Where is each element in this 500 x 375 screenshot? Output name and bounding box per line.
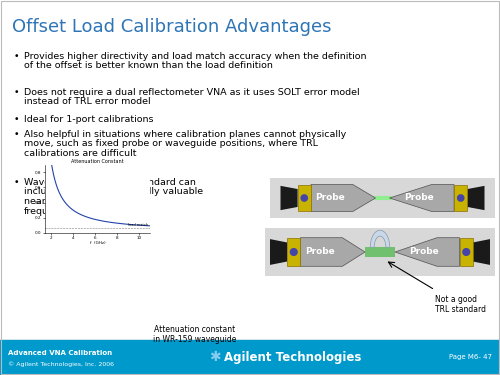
Text: Probe: Probe <box>404 194 434 202</box>
Text: •: • <box>14 130 20 139</box>
Text: •: • <box>14 52 20 61</box>
Text: Offset Load Calibration Advantages: Offset Load Calibration Advantages <box>12 18 332 36</box>
Text: Waveguide offset-load standard can: Waveguide offset-load standard can <box>24 178 196 187</box>
Text: Probe: Probe <box>316 194 345 202</box>
Text: Also helpful in situations where calibration planes cannot physically: Also helpful in situations where calibra… <box>24 130 346 139</box>
Text: of the offset is better known than the load definition: of the offset is better known than the l… <box>24 62 273 70</box>
Circle shape <box>462 248 470 256</box>
Polygon shape <box>468 186 484 210</box>
Text: •: • <box>14 88 20 97</box>
Text: calibrations are difficult: calibrations are difficult <box>24 149 136 158</box>
Text: move, such as fixed probe or waveguide positions, where TRL: move, such as fixed probe or waveguide p… <box>24 140 318 148</box>
Text: frequency): frequency) <box>24 207 76 216</box>
Text: Probe: Probe <box>409 248 439 256</box>
Text: near cutoff: near cutoff <box>24 197 76 206</box>
Text: Does not require a dual reflectometer VNA as it uses SOLT error model: Does not require a dual reflectometer VN… <box>24 88 359 97</box>
Circle shape <box>290 248 298 256</box>
Bar <box>365 247 395 257</box>
Polygon shape <box>280 186 297 210</box>
Text: Not a good
TRL standard: Not a good TRL standard <box>435 295 486 314</box>
Polygon shape <box>473 239 490 265</box>
Circle shape <box>300 194 308 202</box>
Text: Attenuation constant
in WR-159 waveguide: Attenuation constant in WR-159 waveguide <box>154 325 236 344</box>
Text: Ideal for 1-port calibrations: Ideal for 1-port calibrations <box>24 115 154 124</box>
Text: Probe: Probe <box>305 248 334 256</box>
Text: Provides higher directivity and load match accuracy when the definition: Provides higher directivity and load mat… <box>24 52 366 61</box>
FancyBboxPatch shape <box>287 238 300 266</box>
Polygon shape <box>395 238 460 266</box>
Text: instead of TRL error model: instead of TRL error model <box>24 98 150 106</box>
Text: Advanced VNA Calibration: Advanced VNA Calibration <box>8 350 112 356</box>
Text: include loss term (especially valuable: include loss term (especially valuable <box>24 188 203 196</box>
Text: •: • <box>14 178 20 187</box>
Polygon shape <box>370 230 390 247</box>
Bar <box>265 228 495 276</box>
X-axis label: f  (GHz): f (GHz) <box>90 242 106 245</box>
Text: load match: load match <box>128 222 148 226</box>
FancyBboxPatch shape <box>454 184 468 211</box>
Polygon shape <box>270 239 287 265</box>
Text: ✱: ✱ <box>209 350 221 364</box>
Text: •: • <box>14 115 20 124</box>
Text: Page M6- 47: Page M6- 47 <box>449 354 492 360</box>
FancyBboxPatch shape <box>298 184 311 211</box>
FancyBboxPatch shape <box>460 238 473 266</box>
Circle shape <box>457 194 464 202</box>
Title: Attenuation Constant: Attenuation Constant <box>71 159 124 164</box>
Bar <box>270 178 495 218</box>
Text: Agilent Technologies: Agilent Technologies <box>224 351 362 363</box>
Bar <box>0 340 500 375</box>
Text: © Agilent Technologies, Inc. 2006: © Agilent Technologies, Inc. 2006 <box>8 361 114 367</box>
Polygon shape <box>390 184 454 211</box>
Polygon shape <box>300 238 365 266</box>
Polygon shape <box>311 184 376 211</box>
